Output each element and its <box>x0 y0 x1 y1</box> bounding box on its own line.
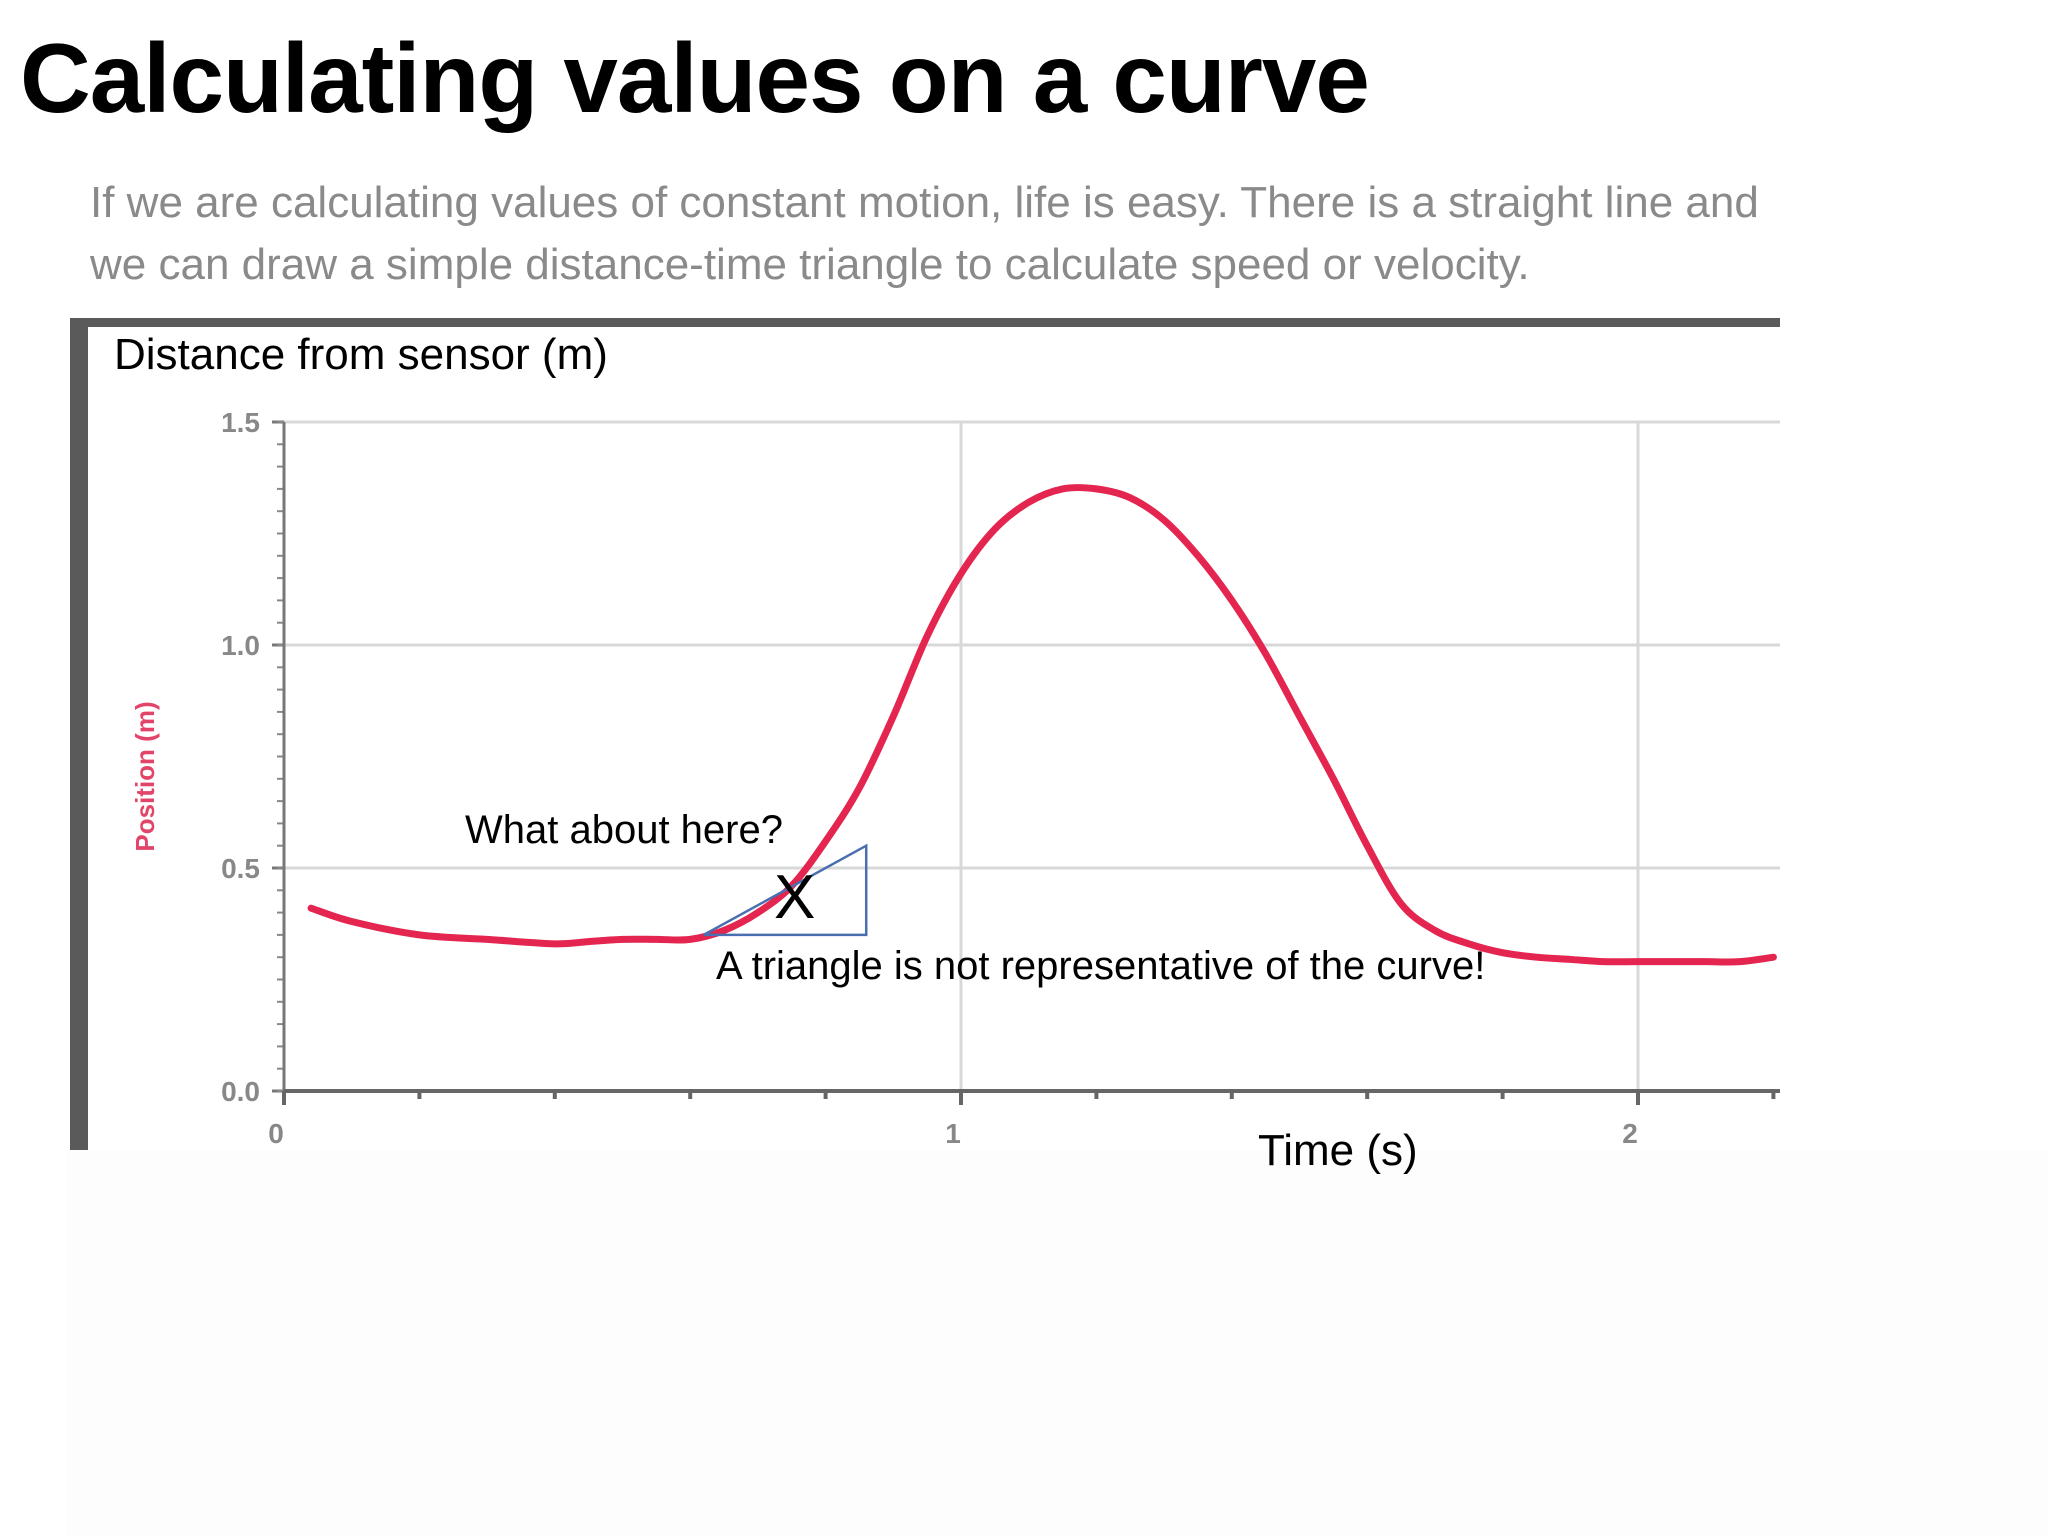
y-tick-label: 1.0 <box>221 630 260 661</box>
distance-axis-label: Distance from sensor (m) <box>114 330 608 379</box>
y-tick-label: 0.0 <box>221 1076 260 1107</box>
position-time-chart: 0.0 0.5 1.0 1.5 0 1 2 Position (m) <box>130 407 1780 1149</box>
x-tick-label: 2 <box>1622 1118 1638 1149</box>
body-line-2: we can draw a simple distance-time trian… <box>90 240 1530 289</box>
gradient-triangle <box>703 843 868 937</box>
series <box>307 484 1777 966</box>
lower-area <box>66 1150 2048 1536</box>
triangle-outline <box>703 843 868 937</box>
time-axis-label: Time (s) <box>1258 1126 1418 1175</box>
body-line-1: If we are calculating values of constant… <box>90 178 1759 227</box>
y-tick-label: 1.5 <box>221 407 260 438</box>
x-marker: X <box>774 863 816 932</box>
question-annotation: What about here? <box>465 808 783 852</box>
grid-lines <box>284 420 1780 1091</box>
chart-panel: 0.0 0.5 1.0 1.5 0 1 2 Position (m) <box>70 318 1780 1150</box>
triangle-note: A triangle is not representative of the … <box>716 944 1486 988</box>
y-axis-title: Position (m) <box>130 701 160 851</box>
y-tick-label: 0.5 <box>221 853 260 884</box>
position-curve <box>307 484 1777 966</box>
slide-body: If we are calculating values of constant… <box>90 172 1970 296</box>
axes: 0.0 0.5 1.0 1.5 0 1 2 Position (m) <box>130 407 1780 1149</box>
x-tick-label: 1 <box>945 1118 961 1149</box>
x-tick-label: 0 <box>268 1118 284 1149</box>
slide-title: Calculating values on a curve <box>20 23 1370 133</box>
